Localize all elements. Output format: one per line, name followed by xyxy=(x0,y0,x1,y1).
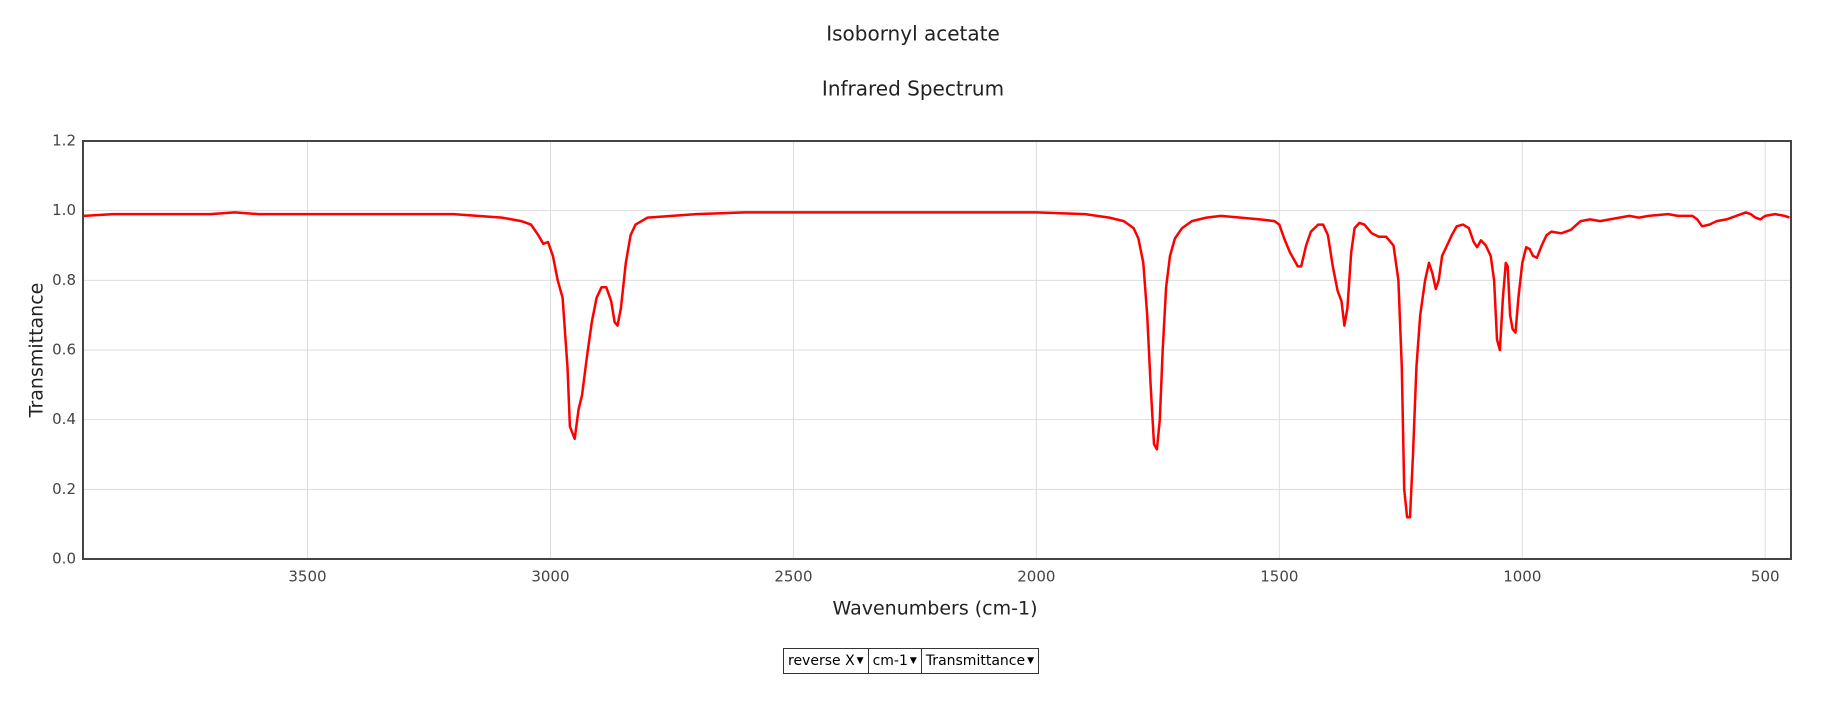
y-axis-label: Transmittance xyxy=(26,283,48,419)
y-tick-label: 0.6 xyxy=(52,341,76,359)
chart: Isobornyl acetate Infrared Spectrum Wave… xyxy=(26,22,1792,620)
x-axis-label: Wavenumbers (cm-1) xyxy=(833,598,1038,620)
y-tick-label: 1.2 xyxy=(52,132,76,150)
dropdown-label: reverse X xyxy=(788,653,855,669)
x-tick-label: 2000 xyxy=(1017,568,1055,586)
chart-title: Isobornyl acetate xyxy=(826,22,1000,46)
x-tick-label: 1500 xyxy=(1260,568,1298,586)
x-tick-label: 3500 xyxy=(288,568,326,586)
y-tick-label: 0.0 xyxy=(52,550,76,568)
spectrum-line xyxy=(83,211,1790,519)
plot-frame xyxy=(82,140,1792,560)
dropdown[interactable]: reverse X ▼ xyxy=(783,648,869,674)
chart-subtitle: Infrared Spectrum xyxy=(822,77,1004,101)
dropdown-arrow: ▼ xyxy=(909,656,917,666)
x-tick-label: 3000 xyxy=(531,568,569,586)
dropdown-arrow: ▼ xyxy=(856,656,864,666)
y-tick-label: 1.0 xyxy=(52,201,76,219)
x-tick-label: 2500 xyxy=(774,568,812,586)
y-tick-label: 0.4 xyxy=(52,410,76,428)
x-tick-label: 500 xyxy=(1751,568,1780,586)
dropdown-label: Transmittance xyxy=(925,653,1026,669)
controls: reverse X ▼ cm-1 ▼ Transmittance ▼ xyxy=(783,648,1039,674)
dropdown[interactable]: cm-1 ▼ xyxy=(867,648,922,674)
y-tick-label: 0.2 xyxy=(52,480,76,498)
x-tick-label: 1000 xyxy=(1503,568,1541,586)
y-tick-label: 0.8 xyxy=(52,271,76,289)
dropdown-label: cm-1 xyxy=(872,653,908,669)
dropdown-arrow: ▼ xyxy=(1027,656,1034,666)
dropdown[interactable]: Transmittance ▼ xyxy=(920,648,1039,674)
